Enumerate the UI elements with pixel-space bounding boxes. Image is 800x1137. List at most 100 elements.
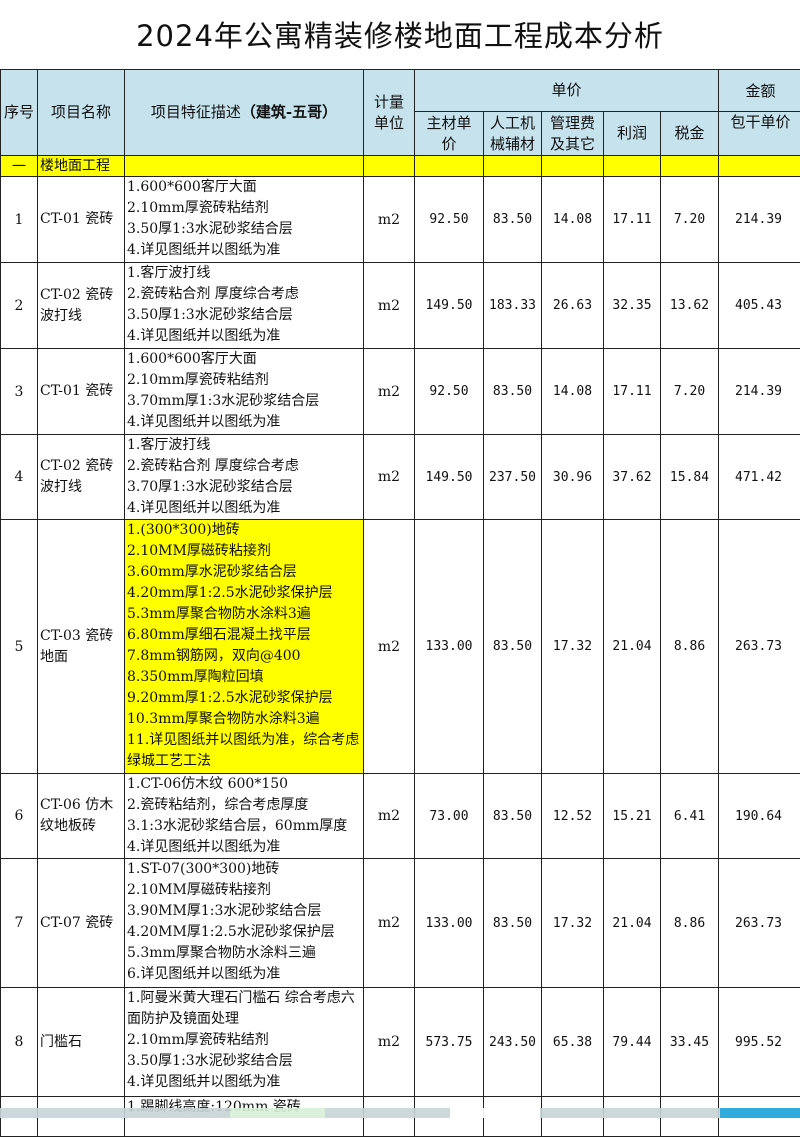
- header-labor-machinery[interactable]: 人工机械辅材: [484, 112, 542, 156]
- row-seq[interactable]: 6: [1, 774, 38, 859]
- row-unit[interactable]: m2: [364, 349, 415, 435]
- row-unit[interactable]: m2: [364, 774, 415, 859]
- row-labor-machinery[interactable]: 83.50: [484, 349, 542, 435]
- row-unit[interactable]: m2: [364, 177, 415, 263]
- row-labor-machinery[interactable]: 83.50: [484, 774, 542, 859]
- row-total[interactable]: 263.73: [719, 520, 800, 774]
- cell[interactable]: [604, 156, 661, 177]
- row-management-fee[interactable]: 65.38: [542, 988, 604, 1097]
- header-unit[interactable]: 计量单位: [364, 70, 415, 156]
- row-profit[interactable]: 17.11: [604, 349, 661, 435]
- header-material-price[interactable]: 主材单价: [415, 112, 484, 156]
- row-total[interactable]: 190.64: [719, 774, 800, 859]
- row-profit[interactable]: 32.35: [604, 263, 661, 349]
- row-material-price[interactable]: 92.50: [415, 349, 484, 435]
- row-material-price[interactable]: 92.50: [415, 177, 484, 263]
- row-labor-machinery[interactable]: 237.50: [484, 435, 542, 520]
- row-labor-machinery[interactable]: 83.50: [484, 859, 542, 988]
- row-labor-machinery[interactable]: 83.50: [484, 520, 542, 774]
- row-name[interactable]: CT-06 仿木纹地板砖: [38, 774, 125, 859]
- header-profit[interactable]: 利润: [604, 112, 661, 156]
- row-material-price[interactable]: 73.00: [415, 774, 484, 859]
- cell[interactable]: [719, 156, 800, 177]
- row-profit[interactable]: 17.11: [604, 177, 661, 263]
- row-seq[interactable]: 3: [1, 349, 38, 435]
- row-tax[interactable]: 7.20: [661, 177, 719, 263]
- row-name[interactable]: 门槛石: [38, 988, 125, 1097]
- row-seq[interactable]: 5: [1, 520, 38, 774]
- row-profit[interactable]: 21.04: [604, 520, 661, 774]
- row-tax[interactable]: 6.41: [661, 774, 719, 859]
- row-unit[interactable]: m2: [364, 520, 415, 774]
- row-total[interactable]: 263.73: [719, 859, 800, 988]
- row-material-price[interactable]: 149.50: [415, 263, 484, 349]
- cell[interactable]: [364, 156, 415, 177]
- row-management-fee[interactable]: 26.63: [542, 263, 604, 349]
- row-tax[interactable]: 7.20: [661, 349, 719, 435]
- row-name[interactable]: CT-07 瓷砖: [38, 859, 125, 988]
- cell[interactable]: [125, 156, 364, 177]
- row-unit[interactable]: m2: [364, 435, 415, 520]
- row-material-price[interactable]: 133.00: [415, 520, 484, 774]
- row-total[interactable]: 995.52: [719, 988, 800, 1097]
- row-profit[interactable]: 37.62: [604, 435, 661, 520]
- row-seq[interactable]: 2: [1, 263, 38, 349]
- header-total[interactable]: 包干单价: [719, 112, 800, 156]
- row-material-price[interactable]: 573.75: [415, 988, 484, 1097]
- row-tax[interactable]: 33.45: [661, 988, 719, 1097]
- row-profit[interactable]: 21.04: [604, 859, 661, 988]
- row-total[interactable]: 214.39: [719, 177, 800, 263]
- header-tax[interactable]: 税金: [661, 112, 719, 156]
- row-profit[interactable]: 15.21: [604, 774, 661, 859]
- row-labor-machinery[interactable]: 243.50: [484, 988, 542, 1097]
- header-desc[interactable]: 项目特征描述（建筑-五哥）: [125, 70, 364, 156]
- header-amount[interactable]: 金额: [719, 70, 800, 112]
- row-name[interactable]: CT-02 瓷砖波打线: [38, 263, 125, 349]
- row-total[interactable]: 214.39: [719, 349, 800, 435]
- row-labor-machinery[interactable]: 83.50: [484, 177, 542, 263]
- row-total[interactable]: 405.43: [719, 263, 800, 349]
- row-unit[interactable]: m2: [364, 988, 415, 1097]
- row-name[interactable]: CT-03 瓷砖地面: [38, 520, 125, 774]
- cell[interactable]: [661, 156, 719, 177]
- row-unit[interactable]: m2: [364, 859, 415, 988]
- row-management-fee[interactable]: 17.32: [542, 520, 604, 774]
- cell[interactable]: [415, 156, 484, 177]
- cell[interactable]: [542, 156, 604, 177]
- row-tax[interactable]: 13.62: [661, 263, 719, 349]
- row-tax[interactable]: 15.84: [661, 435, 719, 520]
- row-tax[interactable]: 8.86: [661, 859, 719, 988]
- section-row[interactable]: 一 楼地面工程: [1, 156, 800, 177]
- row-unit[interactable]: m2: [364, 263, 415, 349]
- section-seq[interactable]: 一: [1, 156, 38, 177]
- row-seq[interactable]: 8: [1, 988, 38, 1097]
- row-material-price[interactable]: 149.50: [415, 435, 484, 520]
- row-management-fee[interactable]: 14.08: [542, 177, 604, 263]
- row-seq[interactable]: 1: [1, 177, 38, 263]
- cell[interactable]: [484, 156, 542, 177]
- row-management-fee[interactable]: 17.32: [542, 859, 604, 988]
- row-total[interactable]: 471.42: [719, 435, 800, 520]
- row-material-price[interactable]: 133.00: [415, 859, 484, 988]
- row-management-fee[interactable]: 14.08: [542, 349, 604, 435]
- row-labor-machinery[interactable]: 183.33: [484, 263, 542, 349]
- header-seq[interactable]: 序号: [1, 70, 38, 156]
- row-profit[interactable]: 79.44: [604, 988, 661, 1097]
- row-name[interactable]: CT-02 瓷砖波打线: [38, 435, 125, 520]
- row-seq[interactable]: 4: [1, 435, 38, 520]
